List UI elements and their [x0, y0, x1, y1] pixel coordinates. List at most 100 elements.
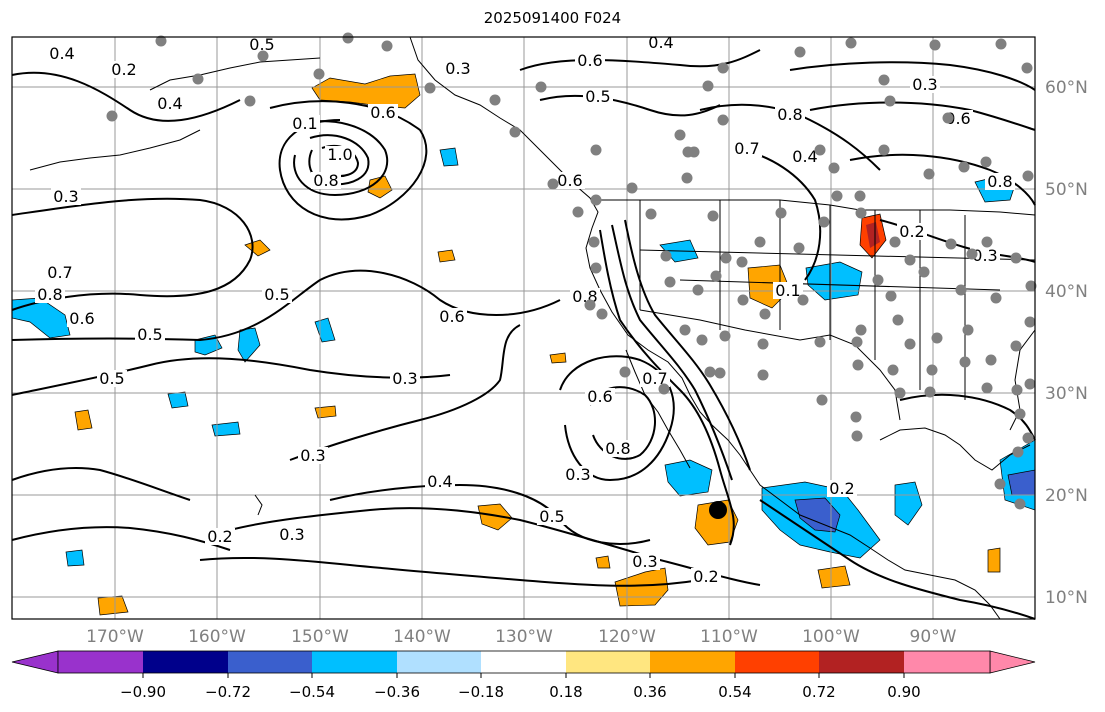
- station-dot: [794, 46, 806, 58]
- station-dot: [645, 208, 657, 220]
- contour-label-bg: [640, 370, 670, 387]
- latitude-label: 60°N: [1045, 78, 1088, 98]
- station-dot: [717, 114, 729, 126]
- contour-label: 0.7: [734, 139, 759, 158]
- contour-label: 0.4: [49, 44, 74, 63]
- station-dot: [590, 194, 602, 206]
- contour-label: 0.4: [648, 33, 673, 52]
- station-dot: [845, 37, 857, 49]
- station-dot: [664, 276, 676, 288]
- station-dot: [985, 354, 997, 366]
- station-dot: [981, 382, 993, 394]
- plot-title: 2025091400 F024: [483, 9, 622, 27]
- contour-label: 0.1: [292, 114, 317, 133]
- station-dot: [894, 387, 906, 399]
- station-dot: [889, 236, 901, 248]
- station-dot: [831, 190, 843, 202]
- longitude-label: 170°W: [86, 627, 144, 647]
- station-dot: [674, 129, 686, 141]
- station-dot: [192, 73, 204, 85]
- station-dot: [679, 324, 691, 336]
- colorbar-segment: [312, 651, 397, 673]
- station-dot: [547, 178, 559, 190]
- longitude-label: 90°W: [910, 627, 957, 647]
- station-dot: [1014, 408, 1026, 420]
- contour-label: 0.3: [53, 187, 78, 206]
- contour-label: 0.6: [557, 171, 582, 190]
- station-dot: [990, 292, 1002, 304]
- station-dot: [878, 74, 890, 86]
- station-dot: [942, 112, 954, 124]
- station-dot: [797, 294, 809, 306]
- station-dot: [1021, 62, 1033, 74]
- contour-label-bg: [368, 104, 398, 121]
- contour-label-bg: [691, 568, 721, 585]
- colorbar-segment: [735, 651, 819, 673]
- station-dot: [757, 369, 769, 381]
- station-dot: [692, 284, 704, 296]
- contour-label: 0.2: [111, 60, 136, 79]
- colorbar-extend-high: [989, 650, 1036, 674]
- station-dot: [754, 236, 766, 248]
- station-dot: [818, 216, 830, 228]
- station-dot: [736, 256, 748, 268]
- contour-label-bg: [67, 310, 97, 327]
- contour-label: 0.3: [632, 552, 657, 571]
- contour-label-bg: [155, 95, 185, 112]
- station-dot: [980, 156, 992, 168]
- contour-label: 0.6: [945, 109, 970, 128]
- contour-label-bg: [555, 172, 585, 189]
- station-dot: [962, 324, 974, 336]
- station-dot: [775, 207, 787, 219]
- station-dot: [855, 324, 867, 336]
- contour-label: 0.3: [392, 369, 417, 388]
- contour-label: 0.8: [37, 285, 62, 304]
- colorbar-segment: [143, 651, 228, 673]
- station-dot: [852, 359, 864, 371]
- contour-label-bg: [537, 508, 567, 525]
- colorbar-extend-low: [11, 650, 59, 674]
- contour-label: 0.3: [565, 465, 590, 484]
- station-dot: [704, 366, 716, 378]
- station-dot: [981, 236, 993, 248]
- station-dot: [590, 262, 602, 274]
- contour-label: 0.1: [775, 281, 800, 300]
- station-dot: [710, 270, 722, 282]
- contour-label-bg: [45, 264, 75, 281]
- station-dot: [814, 336, 826, 348]
- station-dot: [1024, 378, 1036, 390]
- contour-label-bg: [277, 526, 307, 543]
- station-dot: [926, 364, 938, 376]
- colorbar-outline: [57, 650, 991, 674]
- contour-label-bg: [827, 480, 857, 497]
- contour-label: 0.6: [370, 103, 395, 122]
- station-dot: [1025, 280, 1037, 292]
- colorbar-segment: [58, 651, 143, 673]
- station-dot: [342, 32, 354, 44]
- station-dot: [535, 81, 547, 93]
- station-dot: [381, 40, 393, 52]
- contour-label: 0.4: [792, 147, 817, 166]
- station-dot: [1022, 432, 1034, 444]
- contour-label: 1.0: [327, 145, 352, 164]
- colorbar-segment: [481, 651, 566, 673]
- latitude-label: 50°N: [1045, 180, 1088, 200]
- station-dot: [892, 314, 904, 326]
- station-dot: [958, 161, 970, 173]
- station-dot: [1012, 446, 1024, 458]
- highlighted-location-marker: [709, 501, 727, 519]
- station-dot: [596, 308, 608, 320]
- contour-label-bg: [630, 553, 660, 570]
- contour-label: 0.5: [264, 285, 289, 304]
- station-dot: [696, 334, 708, 346]
- contour-label: 0.5: [249, 35, 274, 54]
- contour-label-bg: [775, 106, 805, 123]
- contour-label: 0.2: [207, 527, 232, 546]
- station-dot: [816, 394, 828, 406]
- station-dot: [887, 364, 899, 376]
- station-dot: [855, 207, 867, 219]
- station-dot: [923, 168, 935, 180]
- contour-label-bg: [732, 140, 762, 157]
- station-dot: [737, 294, 749, 306]
- colorbar: −0.90 −0.72 −0.54 −0.36 −0.18 0.18 0.36 0.54 0.7…: [11, 650, 1036, 701]
